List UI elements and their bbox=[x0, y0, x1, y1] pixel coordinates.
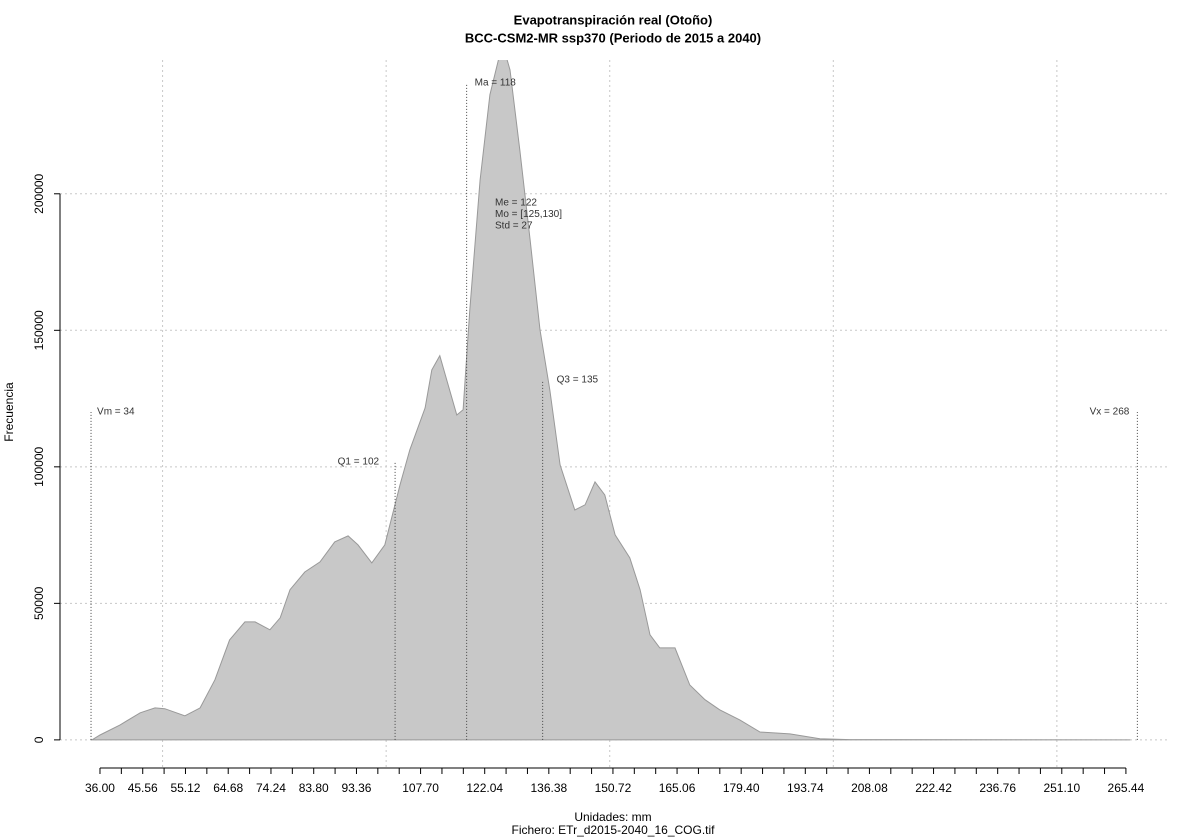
x-tick-label: 83.80 bbox=[299, 781, 329, 795]
x-tick-label: 74.24 bbox=[256, 781, 286, 795]
x-tick-label: 265.44 bbox=[1108, 781, 1145, 795]
stat-label: Ma = 118 bbox=[475, 78, 517, 89]
x-tick-label: 45.56 bbox=[128, 781, 158, 795]
y-tick-label: 150000 bbox=[32, 310, 46, 350]
x-tick-label: 236.76 bbox=[979, 781, 1016, 795]
x-tick-label: 107.70 bbox=[402, 781, 439, 795]
x-tick-label: 122.04 bbox=[466, 781, 503, 795]
x-axis-label: Unidades: mm bbox=[574, 810, 651, 824]
x-tick-label: 208.08 bbox=[851, 781, 888, 795]
annotation: Me = 122 bbox=[495, 198, 537, 209]
y-tick-label: 100000 bbox=[32, 446, 46, 486]
stat-label: Vx = 268 bbox=[1090, 407, 1130, 418]
x-tick-label: 150.72 bbox=[595, 781, 632, 795]
x-tick-label: 222.42 bbox=[915, 781, 952, 795]
stat-label: Vm = 34 bbox=[97, 407, 135, 418]
stat-label: Q3 = 135 bbox=[557, 375, 599, 386]
x-tick-label: 93.36 bbox=[341, 781, 371, 795]
x-tick-label: 64.68 bbox=[213, 781, 243, 795]
stat-label: Q1 = 102 bbox=[338, 457, 380, 468]
footer: Fichero: ETr_d2015-2040_16_COG.tif bbox=[512, 823, 716, 837]
y-tick-label: 50000 bbox=[32, 586, 46, 620]
x-tick-label: 36.00 bbox=[85, 781, 115, 795]
y-axis-label: Frecuencia bbox=[2, 382, 16, 442]
x-tick-label: 193.74 bbox=[787, 781, 824, 795]
y-tick-label: 0 bbox=[32, 736, 46, 743]
x-tick-label: 136.38 bbox=[530, 781, 567, 795]
x-tick-label: 251.10 bbox=[1043, 781, 1080, 795]
density-area bbox=[91, 60, 1131, 741]
chart-title: Evapotranspiración real (Otoño) bbox=[514, 12, 713, 27]
x-tick-label: 179.40 bbox=[723, 781, 760, 795]
x-tick-label: 55.12 bbox=[170, 781, 200, 795]
chart-subtitle: BCC-CSM2-MR ssp370 (Periodo de 2015 a 20… bbox=[465, 30, 761, 45]
x-tick-label: 165.06 bbox=[659, 781, 696, 795]
y-tick-label: 200000 bbox=[32, 173, 46, 213]
annotation: Mo = [125,130] bbox=[495, 209, 562, 220]
annotation: Std = 27 bbox=[495, 221, 533, 232]
